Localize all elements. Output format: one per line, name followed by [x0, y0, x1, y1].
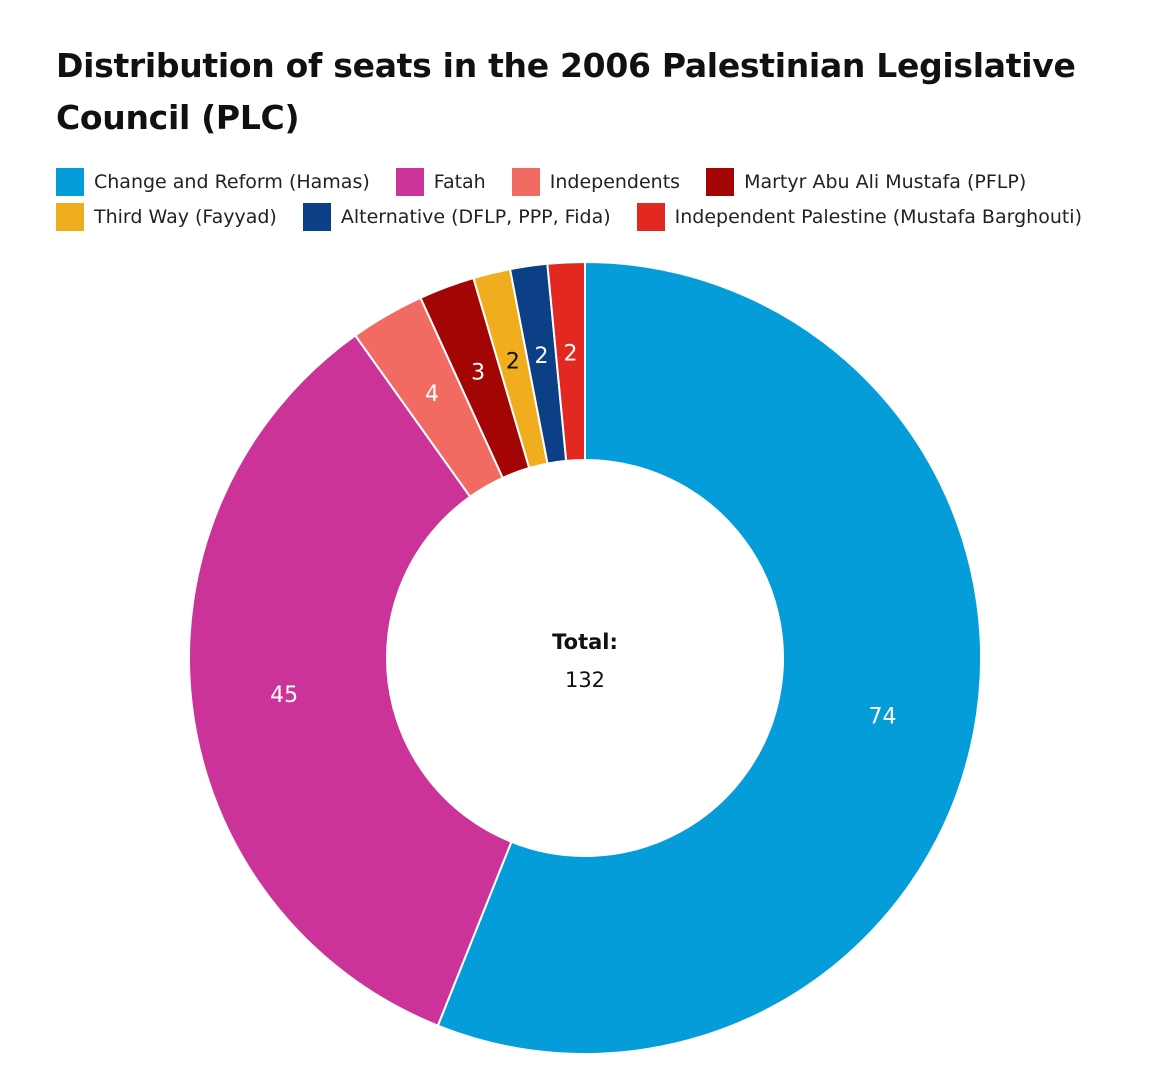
legend-item-hamas: Change and Reform (Hamas) — [56, 167, 370, 196]
donut-slices — [188, 260, 983, 1055]
slice-label-change-and-reform-hamas: 74 — [869, 704, 897, 729]
slice-label-third-way-fayyad: 2 — [506, 350, 520, 375]
legend-swatch-hamas — [56, 167, 84, 196]
legend-item-alternative: Alternative (DFLP, PPP, Fida) — [302, 202, 611, 231]
legend-label-fatah: Fatah — [433, 170, 486, 193]
legend-swatch-third-way — [56, 202, 84, 231]
legend-swatch-fatah — [395, 167, 424, 196]
slice-label-martyr-abu-ali-mustafa-pflp: 3 — [471, 360, 485, 385]
legend: Change and Reform (Hamas) Fatah Independ… — [56, 164, 1146, 234]
slice-label-alternative-dflp-ppp-fida: 2 — [534, 344, 548, 369]
chart-title: Distribution of seats in the 2006 Palest… — [56, 46, 1076, 137]
legend-label-alternative: Alternative (DFLP, PPP, Fida) — [340, 205, 611, 228]
legend-swatch-independent-palestine — [636, 202, 665, 231]
slice-independent-palestine-mustafa-barghouti — [546, 260, 586, 462]
legend-swatch-pflp — [706, 167, 735, 196]
legend-item-pflp: Martyr Abu Ali Mustafa (PFLP) — [706, 167, 1027, 196]
legend-swatch-alternative — [302, 202, 331, 231]
legend-item-third-way: Third Way (Fayyad) — [56, 202, 277, 231]
total-value: 132 — [565, 668, 605, 692]
slice-fatah — [188, 334, 513, 1027]
legend-label-hamas: Change and Reform (Hamas) — [94, 170, 370, 193]
slice-label-fatah: 45 — [270, 683, 298, 708]
legend-row-2: Third Way (Fayyad) Alternative (DFLP, PP… — [56, 199, 1146, 234]
legend-swatch-independents — [511, 167, 540, 196]
legend-row-1: Change and Reform (Hamas) Fatah Independ… — [56, 164, 1146, 199]
legend-label-independent-palestine: Independent Palestine (Mustafa Barghouti… — [674, 205, 1082, 228]
legend-label-pflp: Martyr Abu Ali Mustafa (PFLP) — [744, 170, 1027, 193]
slice-change-and-reform-hamas — [436, 260, 983, 1055]
legend-item-independent-palestine: Independent Palestine (Mustafa Barghouti… — [636, 202, 1082, 231]
legend-item-fatah: Fatah — [395, 167, 486, 196]
legend-label-independents: Independents — [549, 170, 681, 193]
legend-label-third-way: Third Way (Fayyad) — [94, 205, 277, 228]
legend-item-independents: Independents — [511, 167, 681, 196]
total-label: Total: — [552, 630, 618, 654]
slice-label-independent-palestine-mustafa-barghouti: 2 — [563, 341, 577, 366]
slice-label-independents: 4 — [425, 382, 439, 407]
